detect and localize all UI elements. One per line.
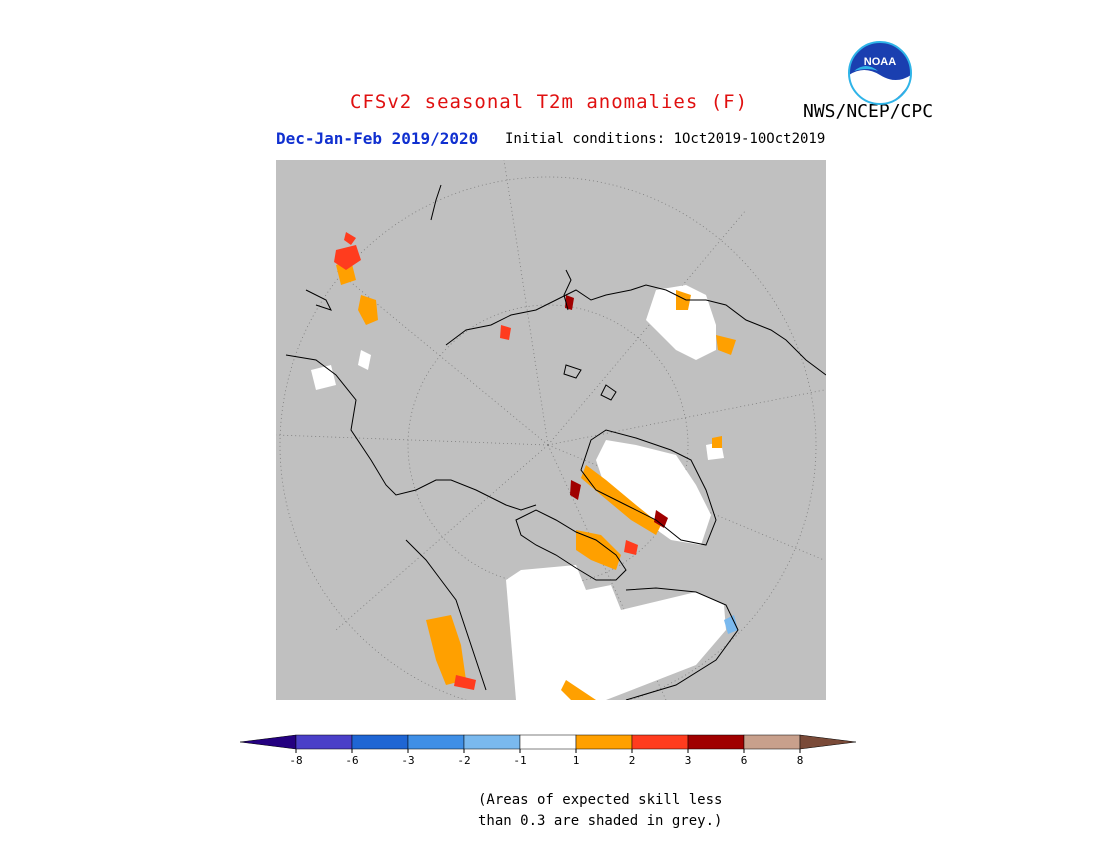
colorbar-swatch	[351, 734, 409, 750]
colorbar-label: 6	[741, 754, 748, 767]
colorbar-swatch	[575, 734, 633, 750]
anomaly-near-normal	[311, 285, 726, 700]
color-scale-swatches	[240, 734, 857, 750]
color-scale-legend: -8 -6 -3 -2 -1 1 2 3 6 8	[240, 734, 857, 767]
colorbar-label: -8	[289, 754, 302, 767]
colorbar-swatch	[295, 734, 353, 750]
colorbar-swatch	[407, 734, 465, 750]
polar-map	[276, 160, 826, 700]
colorbar-swatch	[687, 734, 745, 750]
skill-note-line2: than 0.3 are shaded in grey.)	[478, 813, 723, 829]
colorbar-swatch	[631, 734, 689, 750]
skill-note: (Areas of expected skill less than 0.3 a…	[478, 790, 722, 832]
agency-label: NWS/NCEP/CPC	[803, 101, 934, 122]
coastlines	[285, 184, 826, 700]
skill-note-line1: (Areas of expected skill less	[478, 792, 723, 808]
colorbar-label: 1	[573, 754, 580, 767]
anomaly-negative	[724, 615, 738, 634]
logo-text: NOAA	[864, 56, 896, 68]
map-title: CFSv2 seasonal T2m anomalies (F)	[350, 91, 749, 113]
anomaly-3-to-6	[565, 295, 668, 528]
colorbar-arrow-high	[799, 734, 857, 750]
colorbar-swatch	[463, 734, 521, 750]
colorbar-label: -3	[401, 754, 414, 767]
colorbar-label: 3	[685, 754, 692, 767]
colorbar-label: -1	[513, 754, 526, 767]
season-label: Dec-Jan-Feb 2019/2020	[276, 129, 479, 148]
colorbar-label: 2	[629, 754, 636, 767]
colorbar-swatch	[743, 734, 801, 750]
colorbar-label: 8	[797, 754, 804, 767]
color-scale-labels: -8 -6 -3 -2 -1 1 2 3 6 8	[289, 749, 803, 767]
initial-conditions-label: Initial conditions: 1Oct2019-10Oct2019	[505, 131, 826, 147]
colorbar-label: -2	[457, 754, 470, 767]
anomaly-2-to-3	[334, 232, 638, 690]
colorbar-swatch	[519, 734, 577, 750]
noaa-logo-icon: NOAA	[848, 41, 912, 105]
graticule	[276, 160, 825, 700]
colorbar-label: -6	[345, 754, 358, 767]
colorbar-arrow-low	[240, 734, 297, 750]
